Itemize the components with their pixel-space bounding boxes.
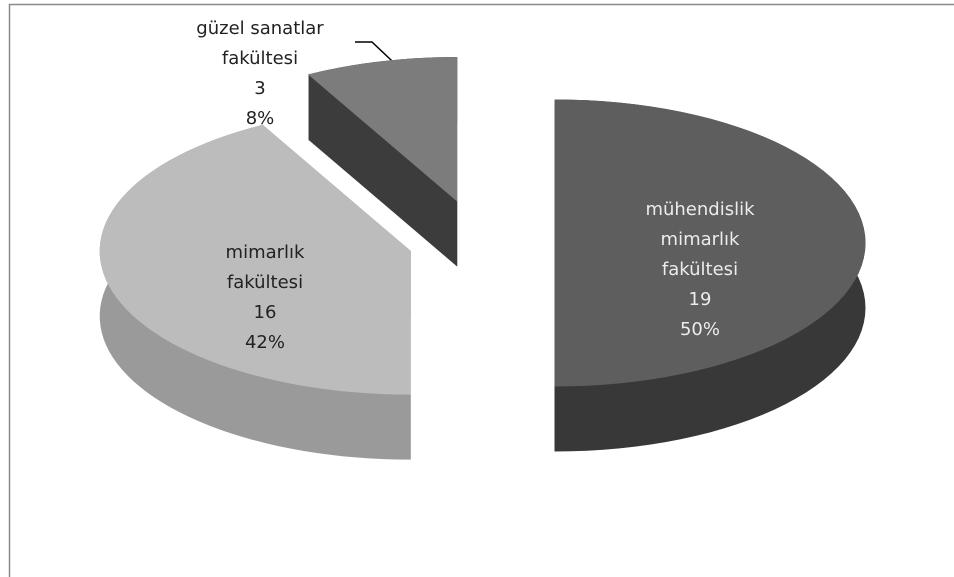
data-label: mühendislik mimarlık fakültesi 19 50% (630, 195, 770, 345)
slice (554, 99, 866, 387)
slice-value: 19 (688, 289, 712, 310)
frame (8, 3, 954, 577)
slice-value: 3 (254, 78, 266, 99)
slice (308, 57, 458, 202)
slice-category: güzel sanatlar fakültesi (196, 18, 324, 69)
slice-value: 16 (253, 302, 277, 323)
slice-percent: 50% (679, 319, 720, 340)
slice-percent: 8% (245, 108, 275, 129)
data-label: güzel sanatlar fakültesi 3 8% (180, 14, 340, 134)
slice-category: mühendislik mimarlık fakültesi (645, 199, 755, 280)
slice (99, 124, 411, 395)
slice-percent: 42% (244, 332, 285, 353)
data-label: mimarlık fakültesi 16 42% (205, 238, 325, 358)
slice-category: mimarlık fakültesi (225, 242, 305, 293)
